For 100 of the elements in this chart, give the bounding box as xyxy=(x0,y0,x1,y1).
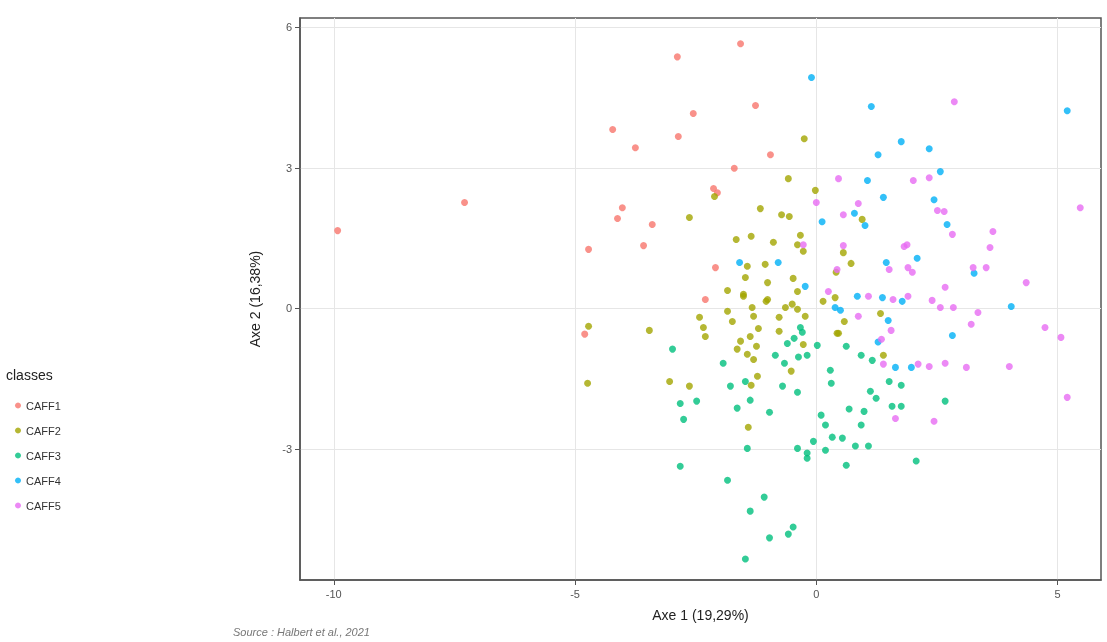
point xyxy=(882,258,890,266)
point xyxy=(897,138,905,146)
point xyxy=(803,454,811,462)
point xyxy=(827,379,835,387)
point xyxy=(743,444,751,452)
point xyxy=(631,144,639,152)
point xyxy=(779,382,787,390)
point xyxy=(943,221,951,229)
point xyxy=(799,241,807,249)
point xyxy=(1005,362,1013,370)
point xyxy=(746,396,754,404)
y-axis-title: Axe 2 (16,38%) xyxy=(247,250,263,348)
point xyxy=(585,245,593,253)
point xyxy=(812,199,820,207)
y-tick-label: -3 xyxy=(282,442,292,455)
point xyxy=(879,360,887,368)
point xyxy=(1041,324,1049,332)
point xyxy=(867,103,875,111)
point xyxy=(860,407,868,415)
point xyxy=(766,151,774,159)
point xyxy=(913,254,921,262)
point xyxy=(807,73,815,81)
point xyxy=(889,295,897,303)
point xyxy=(798,328,806,336)
point xyxy=(914,360,922,368)
point xyxy=(766,408,773,416)
point xyxy=(885,377,893,385)
point xyxy=(891,414,899,422)
point xyxy=(928,296,936,304)
point xyxy=(724,476,732,484)
point xyxy=(809,437,817,445)
point xyxy=(461,199,469,207)
point xyxy=(726,382,734,390)
y-tick-label: 3 xyxy=(285,161,292,174)
point xyxy=(863,177,871,185)
point xyxy=(878,294,886,302)
point xyxy=(969,264,977,272)
point xyxy=(940,207,948,215)
point xyxy=(648,221,656,229)
point xyxy=(989,228,997,236)
point xyxy=(864,442,872,450)
point xyxy=(1063,107,1071,115)
point xyxy=(861,221,869,229)
point xyxy=(866,387,874,395)
point xyxy=(669,345,677,353)
point xyxy=(640,242,648,250)
point xyxy=(737,40,745,48)
point xyxy=(817,411,825,419)
point xyxy=(676,462,684,470)
point xyxy=(930,417,938,425)
legend-label: CAFF3 xyxy=(26,449,61,462)
point xyxy=(941,283,949,291)
point xyxy=(949,303,957,311)
point xyxy=(1007,302,1015,310)
point xyxy=(826,366,834,374)
legend-label: CAFF2 xyxy=(26,424,61,437)
point xyxy=(736,258,744,266)
point xyxy=(948,332,956,340)
point xyxy=(774,258,782,266)
point xyxy=(884,317,892,325)
point xyxy=(842,461,850,469)
point xyxy=(885,266,893,273)
point xyxy=(771,351,779,359)
point xyxy=(801,282,809,290)
point xyxy=(693,397,701,405)
point xyxy=(824,288,832,295)
point xyxy=(950,98,958,106)
point xyxy=(1057,333,1065,341)
point xyxy=(614,214,621,222)
point xyxy=(872,394,880,402)
y-tick-label: 0 xyxy=(285,302,292,315)
point xyxy=(857,351,865,359)
point xyxy=(789,523,797,531)
point xyxy=(818,218,826,226)
point xyxy=(710,184,718,192)
point xyxy=(936,303,944,311)
point xyxy=(741,377,749,385)
point xyxy=(609,125,617,133)
point xyxy=(982,264,990,272)
point xyxy=(719,359,727,367)
legend-title: classes xyxy=(6,367,53,383)
x-tick-label: 5 xyxy=(1054,587,1061,600)
point xyxy=(908,268,916,276)
point xyxy=(813,341,821,349)
point xyxy=(581,330,589,338)
point xyxy=(752,102,760,110)
x-axis-title: Axe 1 (19,29%) xyxy=(652,607,749,623)
point xyxy=(888,402,896,410)
legend-label: CAFF4 xyxy=(26,474,61,487)
y-tick-label: 6 xyxy=(285,21,292,34)
point xyxy=(821,421,829,429)
point xyxy=(1063,393,1071,401)
point xyxy=(898,297,906,305)
point xyxy=(925,362,933,370)
source-note: Source : Halbert et al., 2021 xyxy=(233,625,370,638)
point xyxy=(941,359,949,367)
point xyxy=(836,306,844,314)
point xyxy=(874,151,882,159)
point xyxy=(784,530,792,538)
point xyxy=(857,421,865,429)
